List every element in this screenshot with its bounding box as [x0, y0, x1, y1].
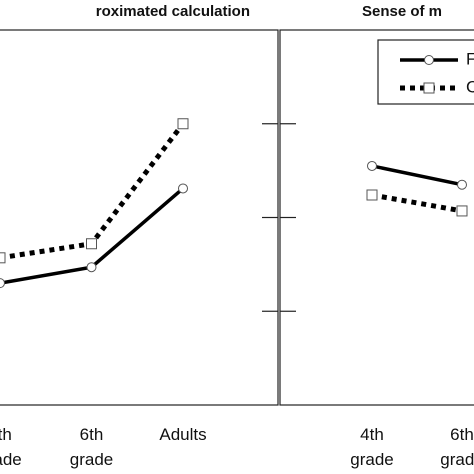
point — [0, 252, 6, 264]
x-tick-label-line: 6th — [80, 425, 104, 444]
x-tick-label: 6th grade — [70, 425, 113, 469]
x-tick-label-line: 6th — [450, 425, 474, 444]
x-tick-label: Adults — [159, 425, 206, 444]
legend-label: F — [466, 49, 474, 68]
chart-title: Sense of m — [362, 3, 442, 20]
series-line — [371, 164, 463, 187]
x-tick-label-line: grade — [70, 450, 113, 469]
point — [457, 179, 467, 190]
point — [178, 183, 188, 194]
point — [177, 118, 189, 130]
point — [366, 189, 378, 201]
point — [367, 160, 377, 171]
x-tick-label: 6th grade — [440, 425, 474, 469]
point — [0, 278, 5, 289]
x-tick-label: 4th grade — [350, 425, 393, 469]
point — [456, 205, 468, 217]
point — [86, 262, 97, 273]
legend-box — [377, 39, 474, 105]
x-tick-label: 4th grade — [0, 425, 22, 469]
point — [86, 238, 97, 250]
chart-title: roximated calculation — [96, 3, 250, 20]
legend-marker — [423, 82, 435, 94]
x-tick-label-line: grade — [0, 450, 22, 469]
x-tick-label-line: grade — [440, 450, 474, 469]
x-tick-label-line: 4th — [360, 425, 384, 444]
x-tick-label-line: grade — [350, 450, 393, 469]
legend-marker — [424, 55, 434, 65]
x-tick-label-line: Adults — [159, 425, 206, 444]
legend-label: C — [466, 77, 474, 96]
x-tick-label-line: 4th — [0, 425, 12, 444]
